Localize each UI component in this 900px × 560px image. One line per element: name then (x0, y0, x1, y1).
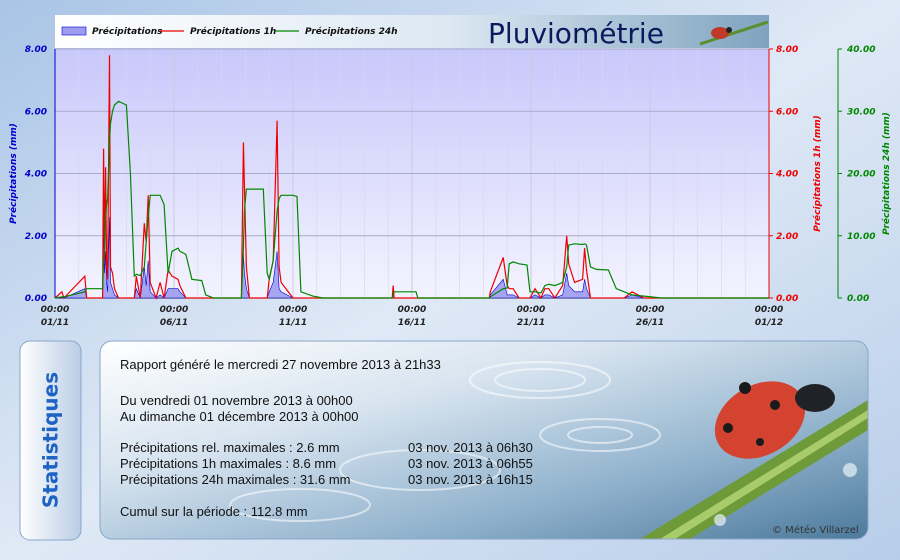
y-tick-label: 6.00 (25, 107, 47, 117)
stats-heading: Statistiques (39, 372, 63, 508)
y-axis-label: Précipitations (mm) (8, 123, 19, 224)
y2-tick-label: 6.00 (776, 107, 798, 117)
x-tick-label: 06/11 (160, 318, 188, 328)
y3-tick-label: 30.00 (847, 107, 875, 117)
y3-tick-label: 40.00 (846, 45, 875, 55)
x-tick-label: 00:00 (636, 305, 665, 315)
total-line: Cumul sur la période : 112.8 mm (120, 504, 308, 519)
y2-tick-label: 8.00 (776, 45, 798, 55)
stat-date: 03 nov. 2013 à 06h30 (408, 440, 533, 455)
stats-tab (19, 340, 82, 541)
y2-axis-label: Précipitations 1h (mm) (812, 115, 823, 231)
header-ladybug (699, 20, 769, 46)
y-tick-label: 0.00 (25, 294, 47, 304)
legend-label: Précipitations (92, 26, 163, 37)
y2-tick-label: 0.00 (776, 294, 798, 304)
stats-panel (100, 341, 868, 539)
y-tick-label: 4.00 (24, 170, 47, 180)
y-tick-label: 2.00 (25, 232, 47, 242)
x-tick-label: 26/11 (636, 318, 664, 328)
x-tick-label: 11/11 (279, 318, 307, 328)
x-tick-label: 00:00 (398, 305, 427, 315)
period-from: Du vendredi 01 novembre 2013 à 00h00 (120, 393, 353, 408)
y-tick-label: 8.00 (25, 45, 47, 55)
y3-tick-label: 20.00 (847, 170, 875, 180)
stat-label: Précipitations rel. maximales : 2.6 mm (120, 440, 340, 455)
x-tick-label: 01/12 (755, 318, 783, 328)
x-tick-label: 21/11 (517, 318, 545, 328)
stat-date: 03 nov. 2013 à 16h15 (408, 472, 533, 487)
x-tick-label: 00:00 (517, 305, 546, 315)
chart-title: Pluviométrie (488, 17, 664, 50)
y2-tick-label: 4.00 (775, 170, 798, 180)
credit: © Météo Villarzel (772, 524, 859, 536)
x-tick-label: 01/11 (41, 318, 69, 328)
x-tick-label: 00:00 (279, 305, 308, 315)
report-line: Rapport généré le mercredi 27 novembre 2… (120, 357, 441, 372)
y3-tick-label: 10.00 (847, 232, 875, 242)
x-tick-label: 00:00 (160, 305, 189, 315)
legend-label: Précipitations 24h (305, 26, 398, 37)
stats-frame (99, 340, 869, 540)
legend-label: Précipitations 1h (190, 26, 276, 37)
y3-tick-label: 0.00 (847, 294, 869, 304)
stat-date: 03 nov. 2013 à 06h55 (408, 456, 533, 471)
x-tick-label: 16/11 (398, 318, 426, 328)
legend-swatch (61, 26, 87, 36)
x-tick-label: 00:00 (41, 305, 70, 315)
stat-label: Précipitations 24h maximales : 31.6 mm (120, 472, 350, 487)
series-line (54, 100, 769, 299)
plot: 00:00 01/11 00:00 06/11 00:00 11/11 00:00 16/11… (8, 26, 892, 328)
y3-axis-label: Précipitations 24h (mm) (881, 112, 892, 235)
stat-label: Précipitations 1h maximales : 8.6 mm (120, 456, 336, 471)
y2-tick-label: 2.00 (776, 232, 798, 242)
x-tick-label: 00:00 (755, 305, 784, 315)
period-to: Au dimanche 01 décembre 2013 à 00h00 (120, 409, 359, 424)
